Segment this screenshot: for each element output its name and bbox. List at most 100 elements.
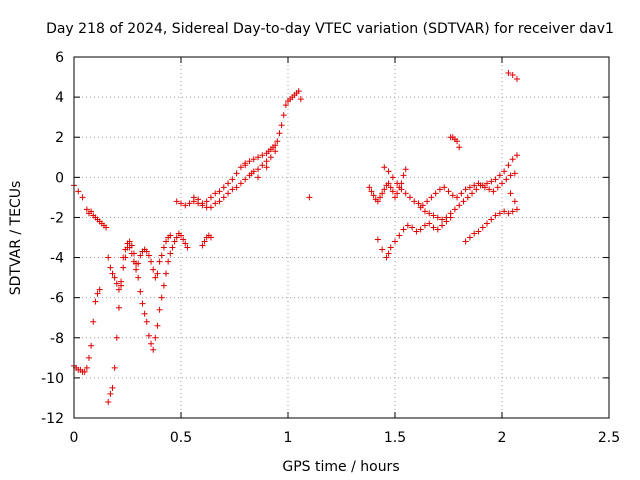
- data-point: [424, 198, 431, 205]
- data-point: [473, 186, 480, 193]
- data-point: [458, 190, 465, 197]
- data-point: [160, 282, 167, 289]
- data-point: [186, 200, 193, 207]
- x-tick-label: 1.5: [384, 430, 406, 446]
- data-point: [207, 234, 214, 241]
- data-point: [402, 190, 409, 197]
- x-tick-label: 0: [70, 430, 79, 446]
- y-tick-label: 4: [55, 90, 64, 106]
- data-point: [368, 188, 375, 195]
- data-point: [383, 254, 390, 261]
- data-point: [133, 260, 140, 267]
- data-point: [385, 168, 392, 175]
- data-point: [404, 222, 411, 229]
- data-point: [447, 210, 454, 217]
- y-tick-label: 2: [55, 130, 64, 146]
- data-point: [242, 176, 249, 183]
- data-point: [216, 198, 223, 205]
- data-point: [148, 340, 155, 347]
- data-point: [439, 216, 446, 223]
- data-point: [156, 258, 163, 265]
- data-point: [466, 234, 473, 241]
- data-point: [103, 224, 110, 231]
- data-point: [469, 190, 476, 197]
- data-point: [396, 232, 403, 239]
- data-point: [377, 194, 384, 201]
- data-point: [237, 164, 244, 171]
- data-point: [366, 184, 373, 191]
- data-point: [133, 266, 140, 273]
- data-point: [456, 202, 463, 209]
- data-point: [381, 164, 388, 171]
- data-point: [505, 162, 512, 169]
- data-point: [163, 238, 170, 245]
- data-point: [509, 156, 516, 163]
- data-point: [233, 184, 240, 191]
- y-tick-label: 6: [55, 50, 64, 66]
- data-point: [434, 214, 441, 221]
- data-point: [511, 198, 518, 205]
- data-point: [148, 258, 155, 265]
- data-point: [233, 170, 240, 177]
- data-point: [400, 226, 407, 233]
- data-point: [160, 244, 167, 251]
- data-point: [135, 274, 142, 281]
- data-point: [267, 154, 274, 161]
- data-point: [178, 200, 184, 207]
- data-point: [481, 184, 488, 191]
- data-point: [509, 72, 516, 79]
- data-point: [417, 226, 424, 233]
- data-point: [81, 368, 88, 375]
- data-point: [415, 200, 422, 207]
- data-point: [145, 252, 152, 259]
- data-point: [75, 188, 82, 195]
- data-point: [496, 172, 503, 179]
- data-point: [113, 334, 120, 341]
- data-point: [152, 334, 159, 341]
- chart-title: Day 218 of 2024, Sidereal Day-to-day VTE…: [46, 21, 614, 37]
- data-point: [505, 70, 512, 77]
- data-point: [434, 226, 441, 233]
- data-point: [430, 212, 437, 219]
- data-point: [225, 190, 232, 197]
- data-point: [381, 186, 388, 193]
- data-point: [118, 278, 125, 285]
- data-point: [137, 252, 144, 259]
- y-tick-label: -6: [50, 291, 64, 307]
- data-point: [212, 190, 219, 197]
- data-point: [115, 304, 122, 311]
- data-point: [439, 222, 446, 229]
- data-point: [505, 210, 512, 217]
- data-point: [421, 222, 428, 229]
- data-point: [511, 170, 518, 177]
- data-point: [409, 224, 416, 231]
- data-point: [280, 112, 287, 119]
- data-point: [389, 188, 396, 195]
- data-point: [471, 182, 478, 189]
- data-point: [513, 76, 520, 83]
- y-tick-label: -8: [50, 331, 64, 347]
- data-point: [411, 198, 418, 205]
- data-point: [449, 192, 456, 199]
- data-point: [494, 184, 501, 191]
- data-point: [501, 208, 508, 215]
- data-point: [158, 294, 165, 301]
- data-point: [96, 286, 103, 293]
- data-point: [237, 180, 244, 187]
- data-point: [255, 174, 262, 181]
- data-point: [426, 210, 433, 217]
- x-tick-label: 2.5: [598, 430, 620, 446]
- data-point: [111, 364, 118, 371]
- data-point: [406, 194, 413, 201]
- data-point: [94, 290, 101, 297]
- data-point: [477, 182, 484, 189]
- data-point: [152, 274, 159, 281]
- data-point: [169, 244, 176, 251]
- data-point: [490, 188, 497, 195]
- data-point: [496, 210, 503, 217]
- data-point: [263, 158, 270, 165]
- data-point: [499, 180, 505, 187]
- x-axis-label: GPS time / hours: [282, 459, 399, 475]
- data-point: [199, 242, 206, 249]
- data-point: [259, 152, 266, 159]
